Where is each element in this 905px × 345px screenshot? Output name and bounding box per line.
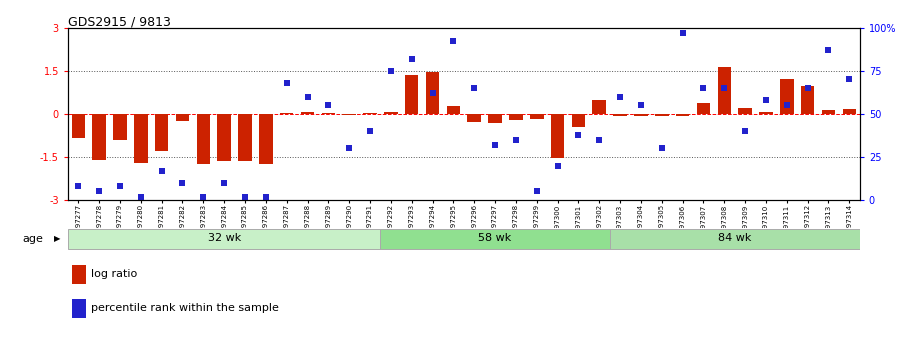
- Point: [654, 146, 669, 151]
- Point: [717, 85, 731, 91]
- Point: [613, 94, 627, 99]
- Point: [134, 194, 148, 199]
- Point: [488, 142, 502, 148]
- Bar: [593, 100, 606, 114]
- Text: 84 wk: 84 wk: [718, 234, 751, 244]
- Bar: [530, 114, 544, 119]
- Point: [592, 137, 606, 142]
- Bar: [155, 114, 168, 151]
- Point: [113, 184, 128, 189]
- Bar: [300, 111, 314, 114]
- Point: [550, 163, 565, 168]
- Point: [571, 132, 586, 137]
- Point: [405, 56, 419, 61]
- Bar: [822, 110, 835, 114]
- Bar: [71, 114, 85, 138]
- Point: [196, 194, 211, 199]
- Point: [509, 137, 523, 142]
- Text: age: age: [23, 234, 43, 244]
- Text: percentile rank within the sample: percentile rank within the sample: [90, 304, 279, 313]
- Bar: [676, 114, 690, 116]
- Bar: [280, 113, 293, 114]
- Bar: [780, 79, 794, 114]
- Bar: [259, 114, 272, 164]
- Bar: [321, 113, 335, 114]
- Point: [363, 128, 377, 134]
- Text: 32 wk: 32 wk: [207, 234, 241, 244]
- Point: [634, 102, 648, 108]
- Bar: [489, 114, 502, 123]
- Point: [321, 102, 336, 108]
- Point: [738, 128, 752, 134]
- Point: [92, 189, 107, 194]
- Text: 58 wk: 58 wk: [479, 234, 511, 244]
- Bar: [801, 86, 814, 114]
- Bar: [759, 111, 773, 114]
- Bar: [468, 114, 481, 122]
- Bar: [425, 72, 439, 114]
- Point: [155, 168, 169, 174]
- Bar: [697, 103, 710, 114]
- Text: GDS2915 / 9813: GDS2915 / 9813: [68, 16, 171, 29]
- FancyBboxPatch shape: [68, 229, 380, 249]
- Text: ▶: ▶: [53, 234, 61, 243]
- Bar: [718, 67, 731, 114]
- Point: [259, 194, 273, 199]
- Bar: [176, 114, 189, 121]
- Point: [71, 184, 86, 189]
- Point: [758, 97, 773, 103]
- Point: [280, 80, 294, 86]
- Point: [800, 85, 814, 91]
- Point: [842, 77, 856, 82]
- Bar: [572, 114, 586, 127]
- Bar: [342, 114, 356, 115]
- Point: [384, 68, 398, 73]
- Bar: [738, 108, 752, 114]
- Point: [779, 102, 794, 108]
- Point: [342, 146, 357, 151]
- Text: log ratio: log ratio: [90, 269, 137, 279]
- Bar: [238, 114, 252, 161]
- Point: [217, 180, 232, 186]
- Point: [425, 90, 440, 96]
- Point: [446, 39, 461, 44]
- Bar: [92, 114, 106, 160]
- Bar: [113, 114, 127, 140]
- Bar: [634, 114, 648, 116]
- Bar: [510, 114, 523, 120]
- FancyBboxPatch shape: [610, 229, 860, 249]
- Point: [675, 30, 690, 36]
- Point: [176, 180, 190, 186]
- Bar: [447, 106, 460, 114]
- FancyBboxPatch shape: [380, 229, 610, 249]
- Bar: [405, 75, 418, 114]
- Point: [821, 47, 835, 53]
- Bar: [384, 111, 397, 114]
- Bar: [655, 114, 669, 116]
- Point: [467, 85, 481, 91]
- Bar: [614, 114, 627, 116]
- Bar: [134, 114, 148, 163]
- Bar: [363, 113, 376, 114]
- Bar: [217, 114, 231, 161]
- Point: [529, 189, 544, 194]
- Bar: [843, 109, 856, 114]
- Point: [238, 194, 252, 199]
- Point: [696, 85, 710, 91]
- Bar: [551, 114, 565, 158]
- Point: [300, 94, 315, 99]
- Bar: [196, 114, 210, 164]
